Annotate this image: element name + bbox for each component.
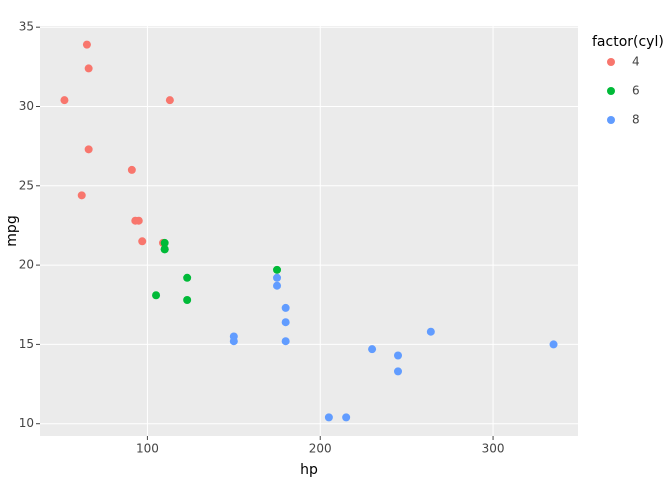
point bbox=[152, 291, 161, 300]
point bbox=[60, 96, 69, 105]
point bbox=[127, 165, 136, 174]
point bbox=[138, 237, 147, 246]
legend-title: factor(cyl) bbox=[592, 34, 664, 50]
point bbox=[394, 351, 403, 360]
point bbox=[342, 413, 351, 422]
point bbox=[324, 413, 333, 422]
points bbox=[60, 40, 558, 422]
legend-swatch bbox=[607, 87, 615, 95]
legend-label: 4 bbox=[632, 55, 640, 69]
legend-label: 6 bbox=[632, 84, 640, 98]
point bbox=[273, 265, 282, 274]
x-axis-title: hp bbox=[300, 462, 318, 478]
point bbox=[82, 40, 91, 49]
point bbox=[134, 216, 143, 225]
x-tick-label: 100 bbox=[136, 442, 159, 456]
x-tick-label: 200 bbox=[309, 442, 332, 456]
y-tick-label: 25 bbox=[19, 178, 34, 192]
point bbox=[183, 273, 192, 282]
y-tick-label: 35 bbox=[19, 20, 34, 34]
point bbox=[84, 64, 93, 73]
point bbox=[281, 318, 290, 327]
grid bbox=[40, 26, 578, 436]
y-tick-label: 30 bbox=[19, 99, 34, 113]
legend-swatch bbox=[607, 58, 615, 66]
point bbox=[549, 340, 558, 349]
point bbox=[281, 337, 290, 346]
point bbox=[281, 303, 290, 312]
panel bbox=[40, 26, 578, 436]
point bbox=[426, 327, 435, 336]
y-axis-title: mpg bbox=[4, 215, 20, 246]
x-tick-label: 300 bbox=[482, 442, 505, 456]
point bbox=[273, 273, 282, 282]
point bbox=[273, 281, 282, 290]
point bbox=[394, 367, 403, 376]
y-tick-label: 20 bbox=[19, 258, 34, 272]
point bbox=[229, 337, 238, 346]
point bbox=[77, 191, 86, 200]
point bbox=[368, 345, 377, 354]
legend-swatch bbox=[607, 116, 615, 124]
legend-label: 8 bbox=[632, 113, 640, 127]
y-tick-label: 15 bbox=[19, 337, 34, 351]
point bbox=[165, 96, 174, 105]
point bbox=[183, 295, 192, 304]
point bbox=[160, 245, 169, 254]
point bbox=[84, 145, 93, 154]
y-tick-label: 10 bbox=[19, 416, 34, 430]
point bbox=[160, 238, 169, 247]
